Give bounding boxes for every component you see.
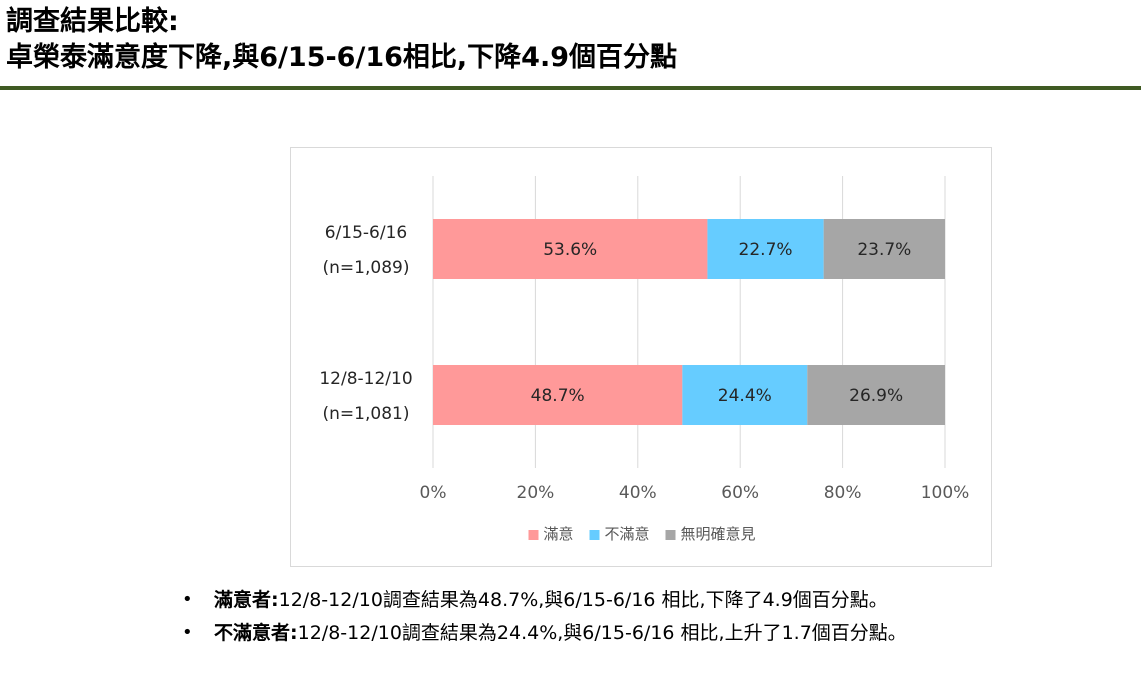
notes-list: • 滿意者:12/8-12/10調查結果為48.7%,與6/15-6/16 相比,… [180, 584, 1140, 650]
data-label: 22.7% [739, 240, 793, 260]
bar-segment [707, 219, 824, 279]
category-label: 12/8-12/10 [319, 369, 412, 389]
title-line-1: 調查結果比較: [6, 6, 179, 37]
chart-frame: 0% 20% 40% 60% 80% 100% 53.6% 22.7% 23.7% 6/15-6/… [290, 147, 992, 567]
note-label: 不滿意者 [214, 622, 291, 644]
note-satisfied: • 滿意者:12/8-12/10調查結果為48.7%,與6/15-6/16 相比,… [180, 584, 1140, 616]
legend-swatch [528, 530, 539, 540]
note-colon: : [290, 622, 298, 644]
x-tick-label: 40% [619, 483, 657, 503]
bar-segment [433, 365, 683, 425]
category-label: 6/15-6/16 [325, 223, 408, 243]
note-text: 12/8-12/10調查結果為24.4%,與6/15-6/16 相比,上升了1.… [297, 622, 907, 644]
category-sample-label: (n=1,089) [323, 258, 410, 278]
note-dissatisfied: • 不滿意者:12/8-12/10調查結果為24.4%,與6/15-6/16 相比… [180, 617, 1140, 649]
category-sample-label: (n=1,081) [323, 404, 410, 424]
legend-label: 滿意 [544, 525, 574, 543]
legend-swatch [589, 530, 600, 540]
page-title: 調查結果比較: 卓榮泰滿意度下降,與6/15-6/16相比,下降4.9個百分點 [6, 4, 1136, 76]
x-tick-label: 60% [721, 483, 759, 503]
stacked-bar-chart: 0% 20% 40% 60% 80% 100% 53.6% 22.7% 23.7% 6/15-6/… [319, 176, 970, 543]
bar-segment [682, 365, 808, 425]
x-tick-label: 100% [921, 483, 970, 503]
bar-segment [433, 219, 708, 279]
data-label: 23.7% [857, 240, 911, 260]
data-label: 53.6% [543, 240, 597, 260]
note-colon: : [271, 589, 279, 611]
x-tick-label: 80% [824, 483, 862, 503]
bar-segment [823, 219, 945, 279]
bullet-icon: • [182, 589, 193, 610]
title-line-2: 卓榮泰滿意度下降,與6/15-6/16相比,下降4.9個百分點 [6, 42, 677, 73]
legend-label: 不滿意 [605, 525, 650, 543]
data-label: 24.4% [718, 386, 772, 406]
note-label: 滿意者 [214, 589, 272, 611]
legend-label: 無明確意見 [681, 525, 756, 543]
bullet-icon: • [182, 622, 193, 643]
note-text: 12/8-12/10調查結果為48.7%,與6/15-6/16 相比,下降了4.… [278, 589, 888, 611]
data-label: 26.9% [849, 386, 903, 406]
legend-swatch [665, 530, 676, 540]
data-label: 48.7% [531, 386, 585, 406]
title-divider [0, 86, 1141, 90]
x-tick-label: 0% [420, 483, 447, 503]
bar-segment [807, 365, 945, 425]
x-tick-label: 20% [517, 483, 555, 503]
